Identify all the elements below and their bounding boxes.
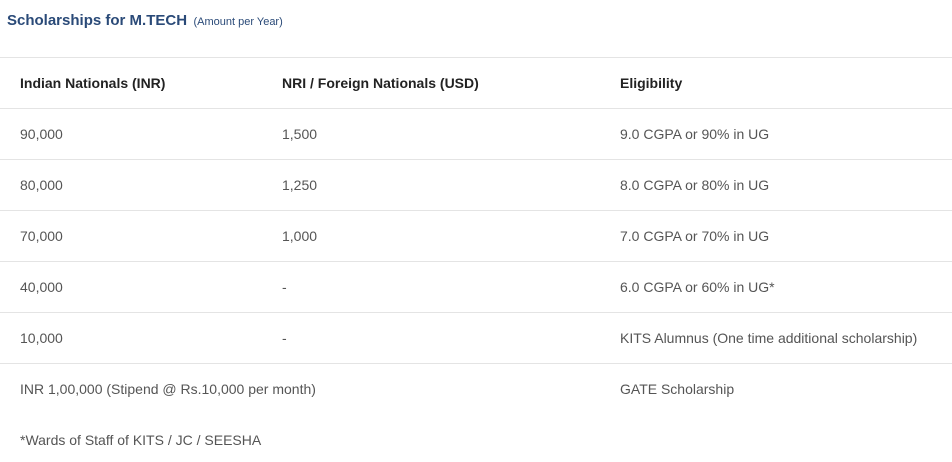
table-row: 80,000 1,250 8.0 CGPA or 80% in UG [0, 159, 952, 211]
cell-usd: 1,000 [282, 228, 318, 244]
header-indian-nationals: Indian Nationals (INR) [20, 75, 166, 91]
cell-inr: 80,000 [20, 177, 63, 193]
cell-eligibility: 8.0 CGPA or 80% in UG [620, 177, 770, 193]
cell-inr: 90,000 [20, 126, 63, 142]
table-row: INR 1,00,000 (Stipend @ Rs.10,000 per mo… [0, 363, 952, 415]
table-header-row: Indian Nationals (INR) NRI / Foreign Nat… [0, 57, 952, 109]
table-row: 40,000 - 6.0 CGPA or 60% in UG* [0, 261, 952, 313]
cell-usd: 1,500 [282, 126, 318, 142]
cell-usd: - [282, 279, 287, 295]
cell-inr: 40,000 [20, 279, 63, 295]
cell-inr: 70,000 [20, 228, 63, 244]
cell-eligibility: 9.0 CGPA or 90% in UG [620, 126, 770, 142]
cell-inr: 10,000 [20, 330, 63, 346]
section-heading: Scholarships for M.TECH (Amount per Year… [7, 12, 283, 30]
cell-eligibility: GATE Scholarship [620, 381, 735, 398]
heading-title: Scholarships for M.TECH [7, 12, 188, 29]
scholarship-table: Indian Nationals (INR) NRI / Foreign Nat… [0, 57, 952, 415]
table-row: 90,000 1,500 9.0 CGPA or 90% in UG [0, 108, 952, 160]
cell-eligibility: 7.0 CGPA or 70% in UG [620, 228, 770, 244]
footnote: *Wards of Staff of KITS / JC / SEESHA [20, 432, 262, 448]
cell-eligibility: 6.0 CGPA or 60% in UG* [620, 279, 775, 295]
cell-eligibility: KITS Alumnus (One time additional schola… [620, 330, 918, 346]
table-row: 10,000 - KITS Alumnus (One time addition… [0, 312, 952, 364]
table-row: 70,000 1,000 7.0 CGPA or 70% in UG [0, 210, 952, 262]
cell-stipend: INR 1,00,000 (Stipend @ Rs.10,000 per mo… [20, 381, 316, 398]
heading-subtitle: (Amount per Year) [193, 16, 283, 28]
header-eligibility: Eligibility [620, 75, 683, 91]
cell-usd: - [282, 330, 287, 346]
cell-usd: 1,250 [282, 177, 318, 193]
header-nri-foreign-nationals: NRI / Foreign Nationals (USD) [282, 75, 479, 91]
